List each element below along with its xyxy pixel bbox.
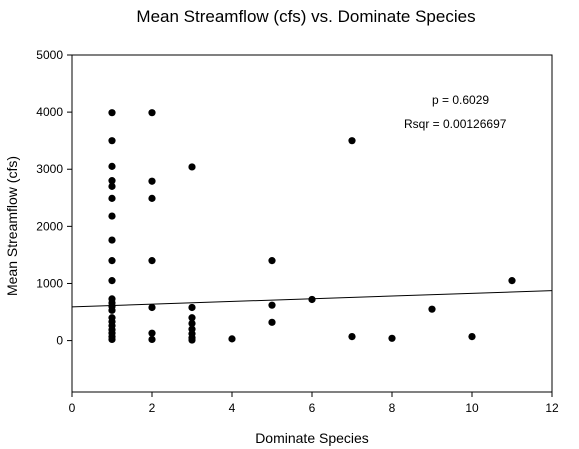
y-tick-label: 5000 — [36, 48, 63, 62]
rsqr-annotation: Rsqr = 0.00126697 — [404, 117, 507, 131]
data-point — [188, 314, 196, 322]
y-tick-label: 3000 — [36, 162, 63, 176]
data-point — [308, 295, 316, 304]
data-point — [108, 194, 116, 202]
data-point — [428, 305, 436, 313]
data-point — [148, 177, 156, 185]
data-point — [148, 335, 156, 344]
data-point — [108, 306, 116, 314]
data-point — [148, 109, 156, 117]
y-tick-label: 0 — [56, 334, 63, 348]
x-tick-label: 4 — [229, 401, 236, 415]
data-point — [148, 194, 156, 202]
data-point — [188, 163, 196, 171]
data-point — [508, 277, 516, 285]
y-tick-label: 4000 — [36, 105, 63, 119]
x-tick-label: 12 — [545, 401, 559, 415]
y-tick-label: 2000 — [36, 219, 63, 233]
data-point — [148, 257, 156, 265]
data-point — [268, 301, 276, 309]
data-point — [108, 236, 116, 244]
data-point — [108, 162, 116, 170]
data-point — [108, 109, 116, 117]
data-points — [108, 109, 516, 344]
data-point — [108, 212, 116, 220]
x-tick-label: 2 — [149, 401, 156, 415]
x-axis-label: Dominate Species — [255, 430, 369, 446]
x-tick-label: 8 — [389, 401, 396, 415]
x-tick-label: 6 — [309, 401, 316, 415]
data-point — [268, 257, 276, 265]
p-value-annotation: p = 0.6029 — [432, 93, 489, 107]
data-point — [108, 257, 116, 265]
data-point — [348, 137, 356, 145]
x-tick-label: 0 — [69, 401, 76, 415]
chart-title: Mean Streamflow (cfs) vs. Dominate Speci… — [136, 7, 475, 26]
data-point — [108, 177, 116, 185]
y-axis-label: Mean Streamflow (cfs) — [4, 156, 20, 296]
data-point — [108, 137, 116, 145]
data-point — [268, 318, 276, 326]
data-point — [148, 303, 156, 312]
data-point — [148, 329, 156, 337]
data-point — [228, 335, 236, 343]
data-point — [108, 182, 116, 190]
data-point — [188, 319, 196, 328]
data-point — [188, 303, 196, 312]
data-point — [388, 334, 396, 342]
data-point — [108, 335, 116, 344]
x-tick-label: 10 — [465, 401, 479, 415]
data-point — [348, 332, 356, 341]
y-tick-label: 1000 — [36, 276, 63, 290]
axis-ticks: 0 2 4 6 8 10 12 0 1000 2000 3000 4000 5000 — [36, 48, 559, 415]
data-point — [468, 332, 476, 341]
data-point — [188, 336, 196, 344]
data-point — [108, 277, 116, 285]
